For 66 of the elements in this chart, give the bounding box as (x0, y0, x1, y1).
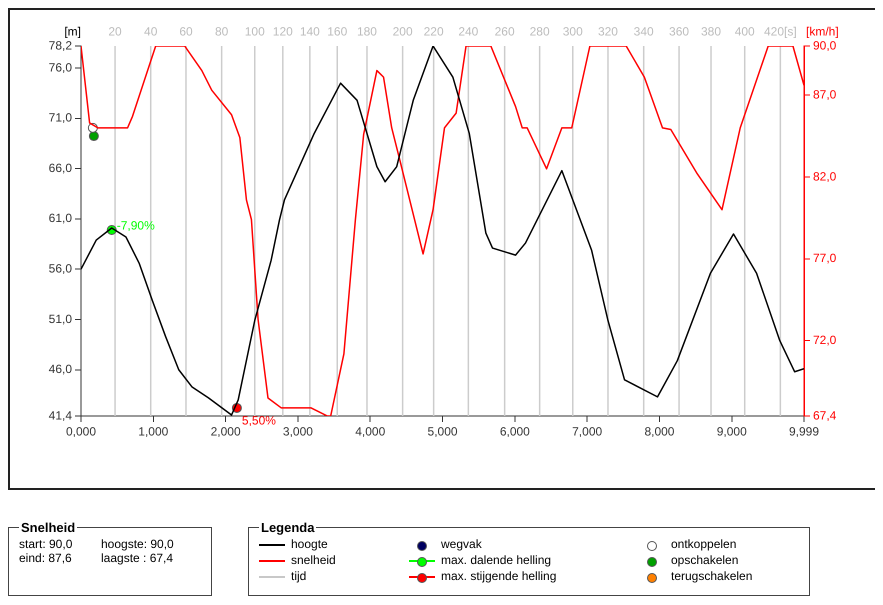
x-tick-label: 8,000 (644, 424, 675, 439)
text: 420[s] (764, 24, 797, 38)
x-tick-label: 3,000 (282, 424, 314, 439)
text: 360 (669, 24, 690, 38)
x-tick-label: 0,000 (66, 424, 96, 439)
text: 300 (562, 24, 584, 38)
y-tick-label: 78,2 (48, 38, 72, 52)
text: 380 (700, 24, 722, 38)
y-tick-label: 61,0 (48, 211, 72, 226)
y2-tick-label: 90,0 (813, 38, 837, 52)
text: 40 (144, 24, 158, 38)
text: 200 (392, 24, 413, 38)
text: 400 (734, 24, 756, 38)
x-tick-label: 9,000 (716, 424, 748, 439)
text: 180 (356, 24, 378, 38)
y-tick-label: 56,0 (48, 262, 72, 276)
text: eind: 87,6 (19, 551, 73, 565)
text: 340 (634, 24, 654, 38)
annotation: 5,50% (242, 413, 276, 428)
x-tick-label: 7,000 (572, 424, 602, 439)
text: 240 (458, 24, 479, 38)
legend-label: max. dalende helling (440, 553, 552, 569)
text: 160 (327, 24, 348, 38)
text: Snelheid (20, 520, 76, 535)
text: 120 (272, 24, 294, 38)
legend-label: max. stijgende helling (440, 569, 558, 585)
legend-title: Legenda (260, 520, 316, 535)
text: 20 (108, 24, 122, 38)
text: laagste : 67,4 (101, 551, 174, 565)
text: 320 (598, 24, 618, 38)
legend-label: tijd (290, 569, 308, 585)
y2-tick-label: 67,4 (813, 408, 837, 422)
x-tick-label: 6,000 (500, 424, 530, 439)
text: start: 90,0 (19, 537, 74, 551)
x-tick-label: 2,000 (210, 424, 241, 439)
text: 220 (424, 24, 444, 38)
legend-label: snelheid (290, 553, 337, 569)
y-tick-label: 51,0 (48, 312, 72, 326)
y-tick-label: 46,0 (48, 362, 72, 376)
y2-tick-label: 87,0 (813, 87, 837, 102)
y2-axis-title: [km/h] (806, 24, 839, 38)
y2-tick-label: 77,0 (813, 251, 837, 266)
x-tick-label: 9,999 (788, 424, 820, 439)
y2-tick-label: 72,0 (813, 333, 837, 348)
text: 60 (179, 24, 193, 38)
x-tick-label: 1,000 (138, 424, 169, 439)
legend-label: opschakelen (670, 553, 740, 569)
legend-label: hoogte (290, 537, 329, 553)
text: hoogste: 90,0 (101, 537, 175, 551)
text: 140 (300, 24, 320, 38)
y-tick-label: 71,0 (48, 110, 72, 125)
y-tick-label: 76,0 (48, 60, 72, 74)
y-axis-title: [m] (64, 24, 81, 38)
legend-label: wegvak (440, 537, 483, 553)
x-tick-label: 5,000 (428, 424, 458, 439)
legend-label: terugschakelen (670, 569, 754, 585)
text: 280 (530, 24, 550, 38)
y-tick-label: 66,0 (48, 160, 72, 175)
annotation: -7,90% (116, 218, 156, 232)
text: 80 (214, 24, 229, 38)
legend-label: ontkoppelen (670, 537, 738, 553)
y-tick-label: 41,4 (48, 408, 72, 422)
x-tick-label: 4,000 (355, 424, 386, 439)
text: 260 (494, 24, 515, 38)
text: 100 (244, 24, 266, 38)
y2-tick-label: 82,0 (813, 169, 837, 184)
